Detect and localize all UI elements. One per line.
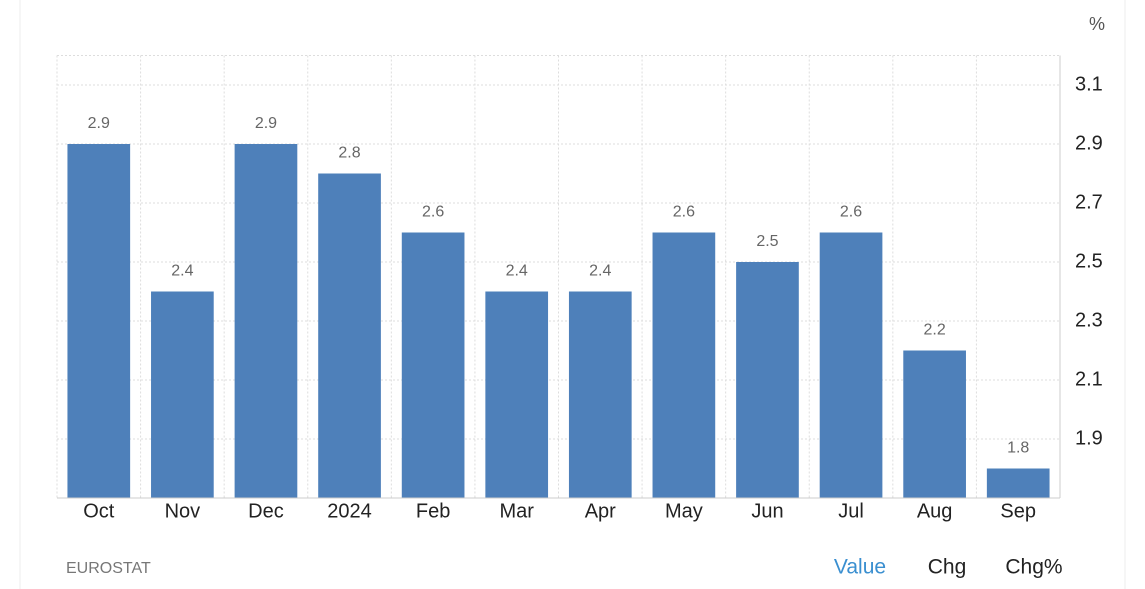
x-tick-label: Jul bbox=[838, 500, 864, 522]
bar bbox=[67, 144, 131, 498]
bar bbox=[401, 232, 465, 498]
value-label: 2.9 bbox=[88, 115, 110, 132]
x-tick-label: Jun bbox=[751, 500, 783, 522]
bar bbox=[903, 350, 966, 498]
y-tick-label: 2.5 bbox=[1075, 250, 1103, 272]
value-label: 2.4 bbox=[506, 263, 528, 280]
y-tick-label: 2.7 bbox=[1075, 191, 1103, 213]
value-label: 2.6 bbox=[840, 204, 862, 221]
value-label: 1.8 bbox=[1007, 440, 1029, 457]
value-label: 2.6 bbox=[673, 204, 695, 221]
bar bbox=[318, 173, 381, 498]
bar bbox=[652, 232, 716, 498]
source: EUROSTAT bbox=[66, 560, 151, 577]
value-label: 2.2 bbox=[924, 322, 946, 339]
unit-label: % bbox=[1089, 14, 1105, 34]
y-tick-label: 2.9 bbox=[1075, 132, 1103, 154]
x-tick-label: 2024 bbox=[327, 500, 372, 522]
value-label: 2.6 bbox=[422, 204, 444, 221]
x-tick-label: Sep bbox=[1000, 500, 1036, 522]
y-tick-label: 1.9 bbox=[1075, 427, 1103, 449]
button-value[interactable]: Value bbox=[834, 556, 886, 579]
y-tick-label: 2.1 bbox=[1075, 368, 1103, 390]
x-tick-label: Mar bbox=[499, 500, 534, 522]
y-tick-label: 2.3 bbox=[1075, 309, 1103, 331]
bar bbox=[485, 291, 549, 498]
x-tick-label: Feb bbox=[416, 500, 450, 522]
bar bbox=[234, 144, 298, 498]
x-tick-label: Oct bbox=[83, 500, 115, 522]
y-tick-label: 3.1 bbox=[1075, 73, 1103, 95]
value-label: 2.4 bbox=[589, 263, 611, 280]
bar bbox=[568, 291, 632, 498]
bar bbox=[736, 262, 799, 498]
button-chg[interactable]: Chg bbox=[928, 556, 967, 579]
value-label: 2.9 bbox=[255, 115, 277, 132]
x-tick-label: May bbox=[665, 500, 703, 522]
x-tick-label: Aug bbox=[917, 500, 953, 522]
x-tick-label: Nov bbox=[165, 500, 201, 522]
value-label: 2.5 bbox=[756, 233, 778, 250]
bar bbox=[986, 468, 1050, 498]
bar bbox=[819, 232, 883, 498]
value-label: 2.8 bbox=[338, 145, 360, 162]
x-tick-label: Apr bbox=[585, 500, 616, 522]
x-tick-label: Dec bbox=[248, 500, 284, 522]
value-label: 2.4 bbox=[171, 263, 193, 280]
button-chg-pct[interactable]: Chg% bbox=[1005, 556, 1062, 579]
bar bbox=[151, 291, 214, 498]
